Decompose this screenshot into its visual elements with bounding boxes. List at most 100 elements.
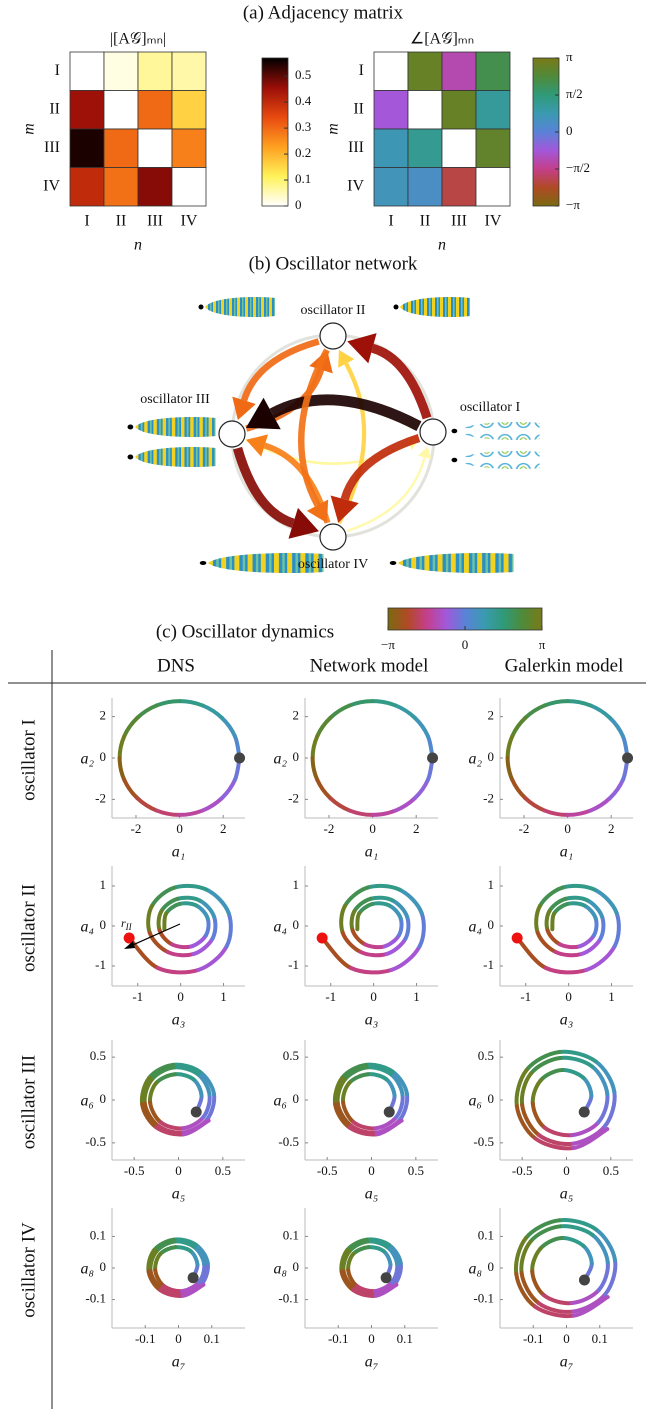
col-label: III: [451, 213, 467, 230]
trajectory-segment: [508, 736, 513, 758]
y-tick-label: 0: [100, 1091, 107, 1106]
y-axis-label: a₆: [273, 1093, 287, 1110]
edge-arrowhead: [331, 496, 359, 523]
trajectory-segment: [368, 886, 400, 890]
trajectory-segment: [137, 798, 156, 810]
y-tick-label: 0: [100, 1259, 107, 1274]
trajectory-segment: [615, 913, 619, 946]
thumbnail: [452, 422, 540, 440]
y-tick-label: 2: [293, 708, 300, 723]
x-tick-label: -0.1: [523, 1331, 544, 1346]
x-tick-label: 2: [608, 821, 615, 836]
y-tick-label: 0.5: [90, 1048, 106, 1063]
y-axis-label: a₈: [273, 1261, 287, 1278]
row-label: I: [55, 62, 60, 79]
trajectory-segment: [180, 701, 203, 705]
trajectory-segment: [137, 705, 156, 717]
heatmap-cell: [104, 168, 138, 207]
network-edge: [272, 400, 419, 426]
heatmap-cell: [172, 129, 206, 168]
thumbnail: [199, 297, 276, 317]
annotation-subscript: II: [125, 922, 133, 932]
thumbnail: [452, 451, 540, 469]
trajectory-segment: [533, 1080, 541, 1103]
trajectory-segment: [352, 911, 355, 930]
y-tick-label: 0: [488, 1091, 495, 1106]
trajectory-segment: [562, 1238, 584, 1246]
initial-point: [188, 1272, 199, 1283]
colorbar-tick-label: π/2: [566, 86, 583, 101]
trajectory-segment: [191, 1251, 198, 1264]
thumbnail: [394, 297, 471, 317]
heatmap-cell: [104, 52, 138, 91]
trajectory-segment: [212, 917, 215, 939]
phase-portrait: -202-202a₁a₂: [468, 698, 633, 861]
trajectory-segment: [547, 911, 550, 930]
heatmap-cell: [138, 52, 172, 91]
column-header: DNS: [157, 655, 195, 676]
trajectory-segment: [541, 1238, 562, 1248]
col-label: II: [116, 213, 127, 230]
col-label: IV: [181, 213, 198, 230]
trajectory-segment: [533, 1103, 545, 1127]
trajectory-segment: [353, 930, 365, 944]
heatmap-title: |[A𝒢]ₘₙ|: [110, 31, 166, 48]
y-tick-label: 0.5: [283, 1048, 299, 1063]
thumbnail: [128, 447, 216, 467]
network-node: [420, 419, 446, 445]
trajectory-segment: [194, 1079, 202, 1095]
trajectory-segment: [512, 780, 525, 798]
initial-point: [191, 1107, 202, 1118]
trajectory-segment: [544, 1295, 572, 1303]
trajectory-segment: [172, 944, 191, 947]
trajectory-segment: [157, 811, 180, 815]
trajectory-segment: [541, 1070, 562, 1080]
y-tick-label: 0: [293, 1259, 300, 1274]
x-tick-label: 0: [370, 989, 377, 1004]
trajectory-segment: [598, 1094, 607, 1122]
y-tick-label: 0: [293, 1091, 300, 1106]
initial-point: [579, 1107, 590, 1118]
x-tick-label: 0.5: [215, 1163, 231, 1178]
x-tick-label: 0: [175, 1331, 182, 1346]
trajectory-segment: [568, 811, 591, 815]
initial-point: [381, 1272, 392, 1283]
row-header: oscillator II: [18, 884, 39, 972]
trajectory-segment: [179, 903, 196, 905]
col-label: I: [84, 213, 89, 230]
trajectory-segment: [357, 914, 359, 930]
x-axis-label: a₇: [365, 1354, 379, 1371]
x-tick-label: -2: [131, 821, 142, 836]
x-tick-label: 2: [220, 821, 227, 836]
y-axis-label: a₂: [80, 751, 94, 768]
page: (a) Adjacency matrix (b) Oscillator netw…: [0, 0, 646, 1409]
trajectory-segment: [384, 935, 399, 946]
trajectory-segment: [176, 1247, 191, 1251]
trajectory-segment: [124, 718, 137, 736]
initial-point: [427, 753, 438, 764]
phase-portrait: -0.500.5-0.500.5a₅a₆: [273, 1040, 438, 1203]
row-label: II: [353, 100, 364, 117]
y-axis-label: a₆: [468, 1093, 482, 1110]
trajectory-segment: [567, 903, 584, 905]
col-label: III: [147, 213, 163, 230]
x-tick-label: 0: [369, 821, 376, 836]
initial-point: [512, 933, 523, 944]
x-tick-label: -2: [324, 821, 335, 836]
trajectory-segment: [544, 1127, 571, 1135]
x-tick-label: -0.5: [512, 1163, 533, 1178]
trajectory-segment: [330, 705, 349, 717]
trajectory-segment: [191, 935, 206, 946]
y-tick-label: -0.5: [473, 1134, 494, 1149]
heatmap-cell: [70, 168, 104, 207]
y-axis-label: a₈: [468, 1261, 482, 1278]
trajectory-segment: [317, 718, 330, 736]
x-axis-label: a₅: [365, 1186, 379, 1203]
heatmap-cell: [476, 129, 510, 168]
row-header: oscillator I: [18, 719, 39, 801]
trajectory-segment: [148, 906, 152, 933]
col-label: IV: [485, 213, 502, 230]
trajectory-segment: [372, 903, 389, 905]
y-tick-label: 0.1: [478, 1227, 494, 1242]
trajectory-segment: [351, 968, 391, 972]
